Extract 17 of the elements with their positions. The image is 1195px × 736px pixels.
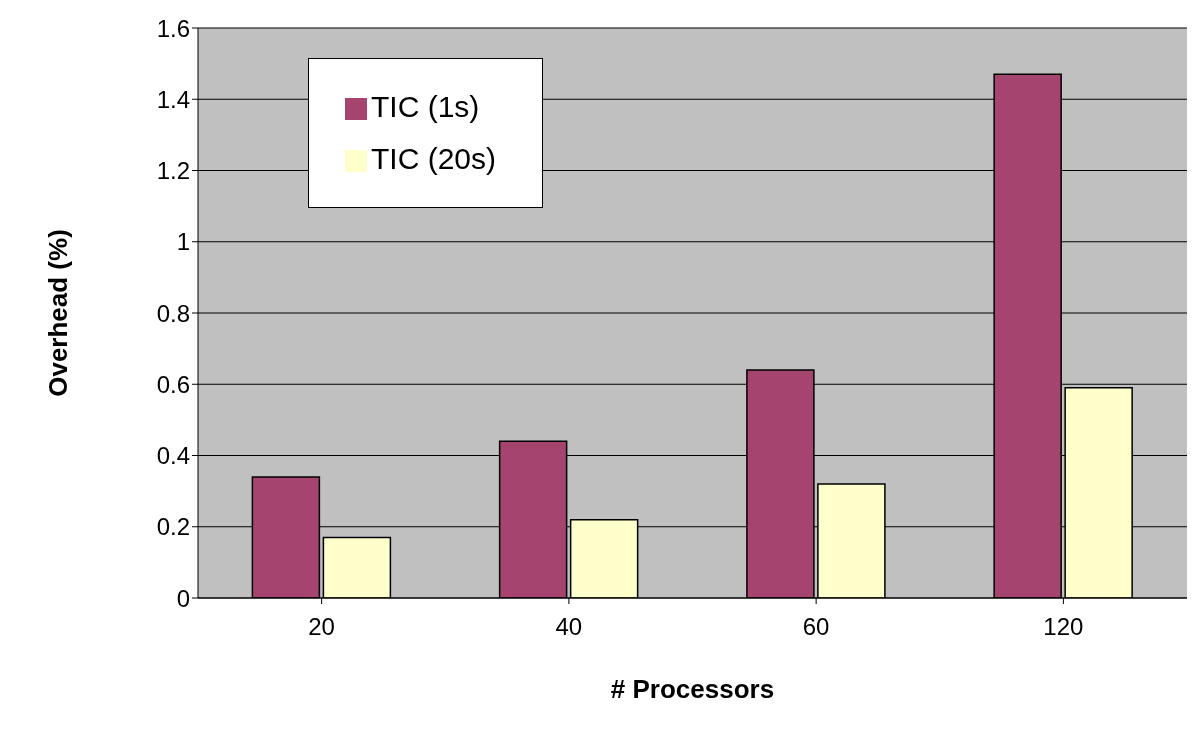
y-tick-label: 1.2 — [156, 157, 190, 185]
y-tick-label: 1.4 — [156, 85, 190, 113]
x-tick-label: 20 — [308, 613, 335, 641]
x-tick-label: 40 — [555, 613, 583, 641]
y-tick-label: 1 — [176, 228, 190, 256]
legend-label: TIC (20s) — [371, 142, 497, 175]
legend-label: TIC (1s) — [371, 90, 480, 123]
y-tick-label: 0 — [176, 584, 190, 612]
y-tick-label: 1.6 — [156, 14, 190, 42]
y-tick-label: 0.4 — [156, 442, 190, 470]
y-tick-label: 0.6 — [156, 370, 190, 398]
y-tick-label: 0.2 — [156, 513, 190, 541]
y-tick-label: 0.8 — [156, 299, 190, 327]
y-axis-title: Overhead (%) — [43, 229, 74, 397]
x-tick-label: 60 — [802, 613, 830, 641]
x-tick-label: 120 — [1043, 613, 1084, 641]
x-axis-title: # Processors — [610, 674, 775, 704]
